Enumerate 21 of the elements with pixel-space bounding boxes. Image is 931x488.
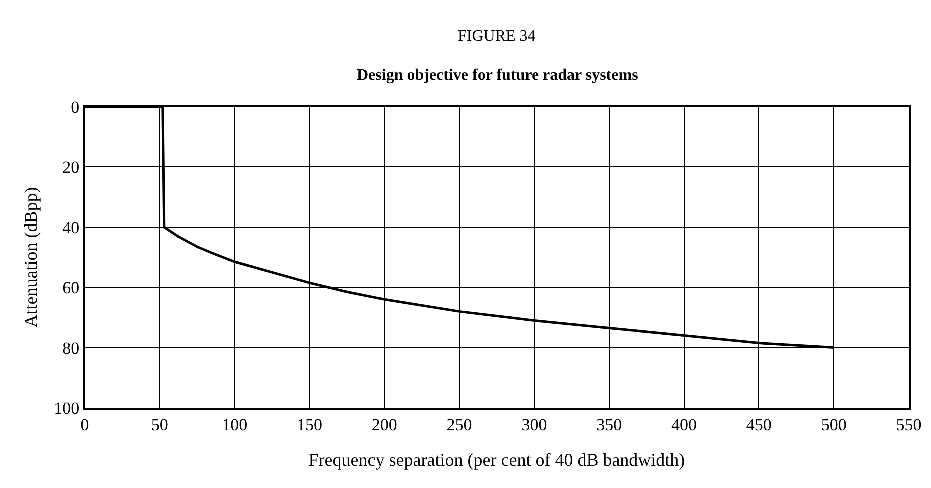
x-tick-label: 500: [821, 415, 847, 434]
x-tick-label: 150: [296, 415, 322, 434]
y-tick-label: 40: [62, 218, 80, 238]
x-tick-label: 550: [896, 415, 922, 434]
y-tick-label: 80: [62, 338, 80, 358]
x-tick-label: 450: [746, 415, 772, 434]
x-axis-title: Frequency separation (per cent of 40 dB bandwidth): [308, 450, 686, 470]
x-tick-label: 100: [222, 415, 248, 434]
x-tick-label: 350: [596, 415, 622, 434]
y-tick-label: 0: [71, 98, 80, 117]
x-tick-label: 250: [446, 415, 472, 434]
x-tick-label: 300: [522, 415, 548, 434]
y-tick-label: 20: [62, 158, 80, 178]
y-tick-label: 60: [62, 278, 80, 298]
x-tick-label: 50: [151, 415, 168, 434]
chart-title: FIGURE 34: [458, 28, 536, 45]
y-tick-label: 100: [54, 398, 80, 418]
chart-subtitle: Design objective for future radar systems: [357, 67, 638, 84]
x-tick-label: 400: [672, 415, 698, 434]
y-axis-title: Attenuation (dBpp): [20, 187, 41, 328]
x-tick-label: 200: [372, 415, 398, 434]
